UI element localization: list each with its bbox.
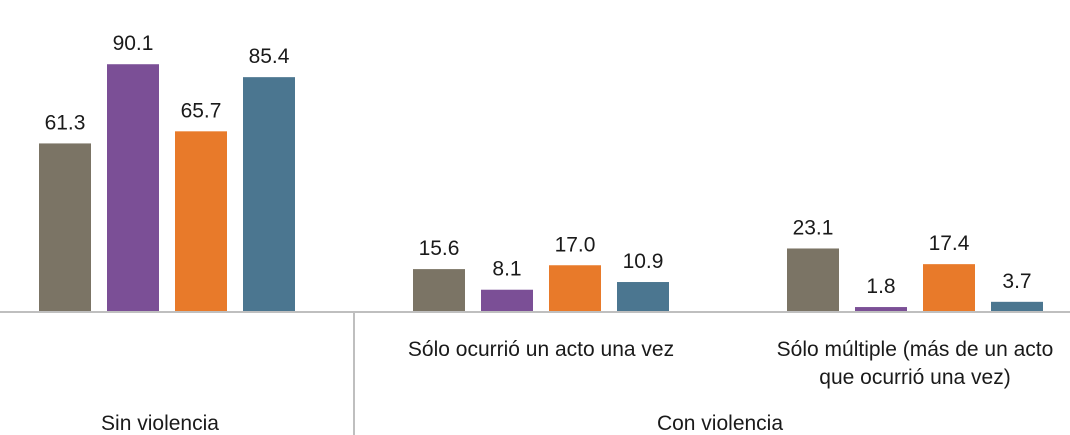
value-label-cat2-series3: 3.7: [1002, 270, 1031, 293]
bar-cat0-series2: [175, 131, 227, 312]
bar-cat2-series0: [787, 248, 839, 312]
bar-cat1-series3: [617, 282, 669, 312]
value-label-cat0-series1: 90.1: [113, 32, 154, 55]
value-label-cat1-series0: 15.6: [419, 237, 460, 260]
category-label-2-line-1: que ocurrió una vez): [819, 366, 1010, 389]
bars-layer: [39, 64, 1043, 313]
bar-cat2-series3: [991, 301, 1043, 312]
group-labels-layer: Sin violencia Con violencia: [101, 412, 783, 435]
value-label-cat1-series3: 10.9: [623, 250, 664, 273]
bar-cat1-series1: [481, 289, 533, 312]
bar-cat1-series2: [549, 265, 601, 312]
value-label-cat1-series1: 8.1: [492, 258, 521, 281]
category-label-1-line-0: Sólo ocurrió un acto una vez: [408, 338, 674, 361]
category-labels-layer: Sólo ocurrió un acto una vez Sólo múltipl…: [408, 338, 1053, 389]
bar-cat2-series2: [923, 264, 975, 312]
bar-cat1-series0: [413, 269, 465, 312]
bar-cat0-series0: [39, 143, 91, 312]
group-label-0: Sin violencia: [101, 412, 219, 435]
bar-cat0-series3: [243, 77, 295, 313]
value-label-cat2-series1: 1.8: [866, 275, 895, 298]
value-labels-layer: 61.3 90.1 65.7 85.4 15.6 8.1 17.0 10.9 23.1 1.8 17…: [45, 32, 1032, 298]
value-label-cat0-series3: 85.4: [249, 45, 290, 68]
category-label-2-line-0: Sólo múltiple (más de un acto: [777, 338, 1054, 361]
axes-layer: [0, 311, 1070, 435]
value-label-cat2-series0: 23.1: [793, 216, 834, 239]
value-label-cat2-series2: 17.4: [929, 232, 970, 255]
bar-cat2-series1: [855, 307, 907, 312]
value-label-cat1-series2: 17.0: [555, 233, 596, 256]
value-label-cat0-series2: 65.7: [181, 99, 222, 122]
group-label-1: Con violencia: [657, 412, 783, 435]
value-label-cat0-series0: 61.3: [45, 111, 86, 134]
bar-cat0-series1: [107, 64, 159, 312]
